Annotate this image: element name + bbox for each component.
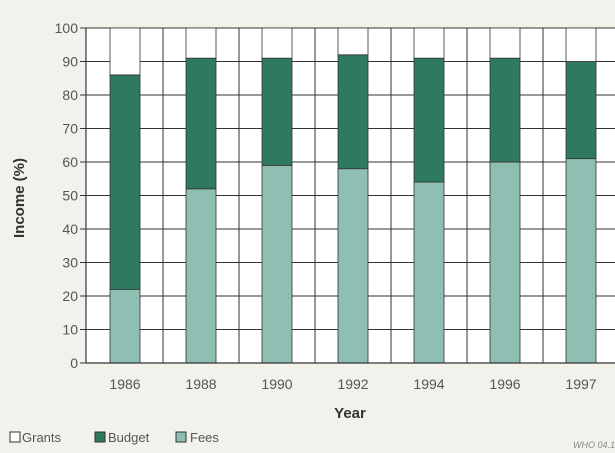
x-axis-title: Year [334,405,366,422]
y-tick-label-0: 0 [70,355,78,371]
bar-fees-1994 [413,181,445,364]
y-tick-label-60: 60 [62,154,78,170]
x-tick-label-1990: 1990 [261,376,292,392]
y-tick-label-100: 100 [55,20,79,36]
bar-fees-1996 [489,161,521,364]
bar-grants-1996 [489,27,521,59]
y-tick-label-10: 10 [62,322,78,338]
y-tick-label-40: 40 [62,221,78,237]
legend-swatch-grants [9,431,21,443]
legend-label-grants: Grants [22,430,62,445]
bar-budget-1996 [489,57,521,163]
bar-budget-1992 [337,54,369,170]
bar-budget-1990 [261,57,293,166]
bar-budget-1994 [413,57,445,183]
x-tick-label-1986: 1986 [109,376,140,392]
bar-grants-1992 [337,27,369,56]
x-tick-label-1988: 1988 [185,376,216,392]
x-tick-label-1994: 1994 [413,376,444,392]
y-tick-label-70: 70 [62,121,78,137]
bar-fees-1997 [565,158,597,364]
bars [109,27,597,364]
y-tick-label-90: 90 [62,54,78,70]
bar-budget-1997 [565,61,597,160]
x-tick-label-1992: 1992 [337,376,368,392]
y-tick-label-80: 80 [62,87,78,103]
bar-grants-1988 [185,27,217,59]
legend: Grants Budget Fees [9,430,219,445]
legend-swatch-fees [175,431,187,443]
bar-fees-1986 [109,288,141,364]
y-tick-label-30: 30 [62,255,78,271]
x-tick-label-1996: 1996 [489,376,520,392]
legend-label-budget: Budget [108,430,150,445]
bar-budget-1986 [109,74,141,290]
credit-text: WHO 04.1 [573,440,615,450]
bar-fees-1988 [185,188,217,364]
y-tick-label-50: 50 [62,188,78,204]
axes [80,27,615,364]
bar-grants-1990 [261,27,293,59]
x-tick-label-1997: 1997 [565,376,596,392]
tick-labels: 0 10 20 30 40 50 60 70 80 90 100 1986 1988 1990 1992 19… [55,20,597,392]
legend-label-fees: Fees [190,430,219,445]
y-axis-title: Income (%) [11,158,28,238]
bar-grants-1994 [413,27,445,59]
legend-swatch-budget [94,431,106,443]
y-tick-label-20: 20 [62,288,78,304]
bar-budget-1988 [185,57,217,190]
bar-fees-1992 [337,168,369,364]
bar-grants-1997 [565,27,597,62]
bar-fees-1990 [261,164,293,364]
bar-grants-1986 [109,27,141,76]
